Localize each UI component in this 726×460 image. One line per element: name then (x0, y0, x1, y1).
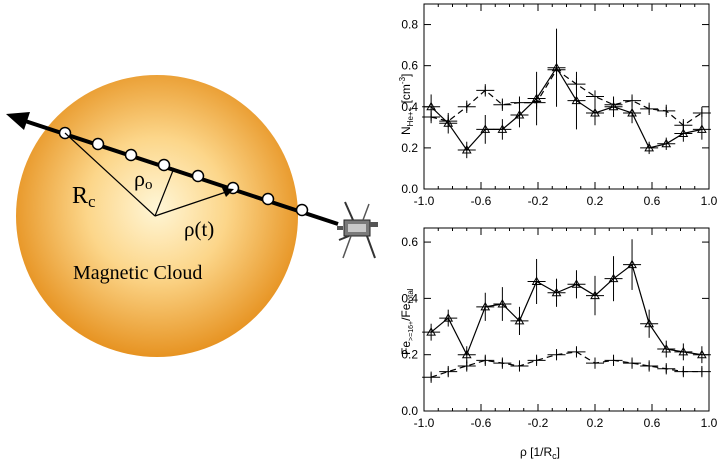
y-tick-label: 0.2 (401, 141, 418, 155)
series-line (430, 351, 702, 378)
y-tick-label: 0.0 (401, 404, 418, 418)
position-arrowhead-icon (222, 188, 234, 197)
observation-points (58, 126, 309, 217)
data-point (480, 301, 491, 311)
helium-density-chart: -1.0 -0.6 -0.2 0.2 0.6 1.0 0.0 0.2 0.4 0.6 0.8 NHe… (398, 3, 718, 208)
data-point (514, 109, 525, 119)
x-tick-label: 1.0 (701, 416, 718, 430)
x-tick-label: -0.6 (471, 416, 492, 430)
radius-line (64, 132, 156, 217)
observation-point (124, 148, 138, 162)
position-vector-line (154, 189, 233, 217)
series-line (430, 263, 702, 357)
data-point (661, 344, 672, 353)
x-tick-label: 0.2 (587, 194, 604, 208)
data-point (627, 107, 637, 117)
observation-point (157, 158, 171, 172)
data-point (644, 142, 655, 152)
data-point (497, 299, 508, 308)
x-tick-label: -1.0 (414, 194, 435, 208)
data-point (426, 327, 436, 336)
series-line (430, 68, 703, 127)
observation-point (295, 203, 309, 217)
y-tick-label: 0.4 (401, 100, 418, 114)
x-axis-label: ρ [1/Rc] (520, 445, 560, 460)
x-tick-label: -1.0 (414, 416, 435, 430)
data-point (590, 107, 600, 117)
data-point (608, 273, 619, 283)
cloud-label: Magnetic Cloud (73, 262, 202, 284)
data-point (443, 313, 454, 322)
data-point (531, 276, 542, 285)
x-tick-label: -0.6 (471, 194, 492, 208)
data-point (461, 144, 472, 154)
data-point (590, 290, 600, 300)
y-tick-label: 0.6 (401, 59, 418, 73)
observation-point (261, 192, 275, 206)
position-label: ρ(t) (184, 217, 214, 241)
data-point (678, 346, 689, 356)
plot-frame (423, 227, 710, 412)
cloud-diagram: Rc ρo ρ(t) Magnetic Cloud (6, 75, 378, 357)
data-point (571, 95, 582, 105)
observation-point (91, 137, 105, 151)
radius-label: Rc (72, 183, 96, 211)
y-tick-label: 0.0 (401, 182, 418, 196)
iron-charge-chart: -1.0 -0.6 -0.2 0.2 0.6 1.0 0.0 0.2 0.4 0.6 Fe>=16… (399, 227, 718, 460)
impact-parameter-line (154, 167, 175, 217)
data-point (571, 279, 582, 288)
x-tick-label: -0.2 (528, 416, 549, 430)
y-tick-label: 0.4 (401, 291, 418, 305)
x-tick-label: 0.6 (644, 416, 661, 430)
x-tick-label: 0.6 (644, 194, 661, 208)
data-point (497, 124, 508, 133)
trajectory-arrowhead-icon (6, 112, 30, 130)
impact-label: ρo (134, 166, 152, 193)
data-point (661, 138, 672, 148)
data-point (644, 318, 655, 328)
data-point (461, 349, 472, 359)
data-point (678, 128, 689, 137)
y-axis-label: NHe++ [cm-3] (398, 74, 415, 135)
y-tick-label: 0.8 (401, 18, 418, 32)
observation-point (191, 169, 205, 183)
x-tick-label: -0.2 (528, 194, 549, 208)
series-line (430, 66, 703, 151)
data-point (426, 101, 436, 111)
data-point (514, 315, 525, 325)
x-tick-label: 0.2 (587, 416, 604, 430)
y-tick-label: 0.2 (401, 348, 418, 362)
data-point (480, 124, 491, 133)
y-tick-label: 0.6 (401, 235, 418, 249)
spacecraft-icon (337, 201, 378, 259)
data-point (697, 349, 707, 359)
data-point (551, 287, 562, 297)
magnetic-cloud-disc (16, 75, 298, 357)
plot-frame (423, 3, 710, 190)
data-point (627, 259, 637, 269)
x-tick-label: 1.0 (701, 194, 718, 208)
data-point (697, 124, 707, 133)
y-axis-label: Fe>=16+/Fetotal (399, 288, 415, 355)
